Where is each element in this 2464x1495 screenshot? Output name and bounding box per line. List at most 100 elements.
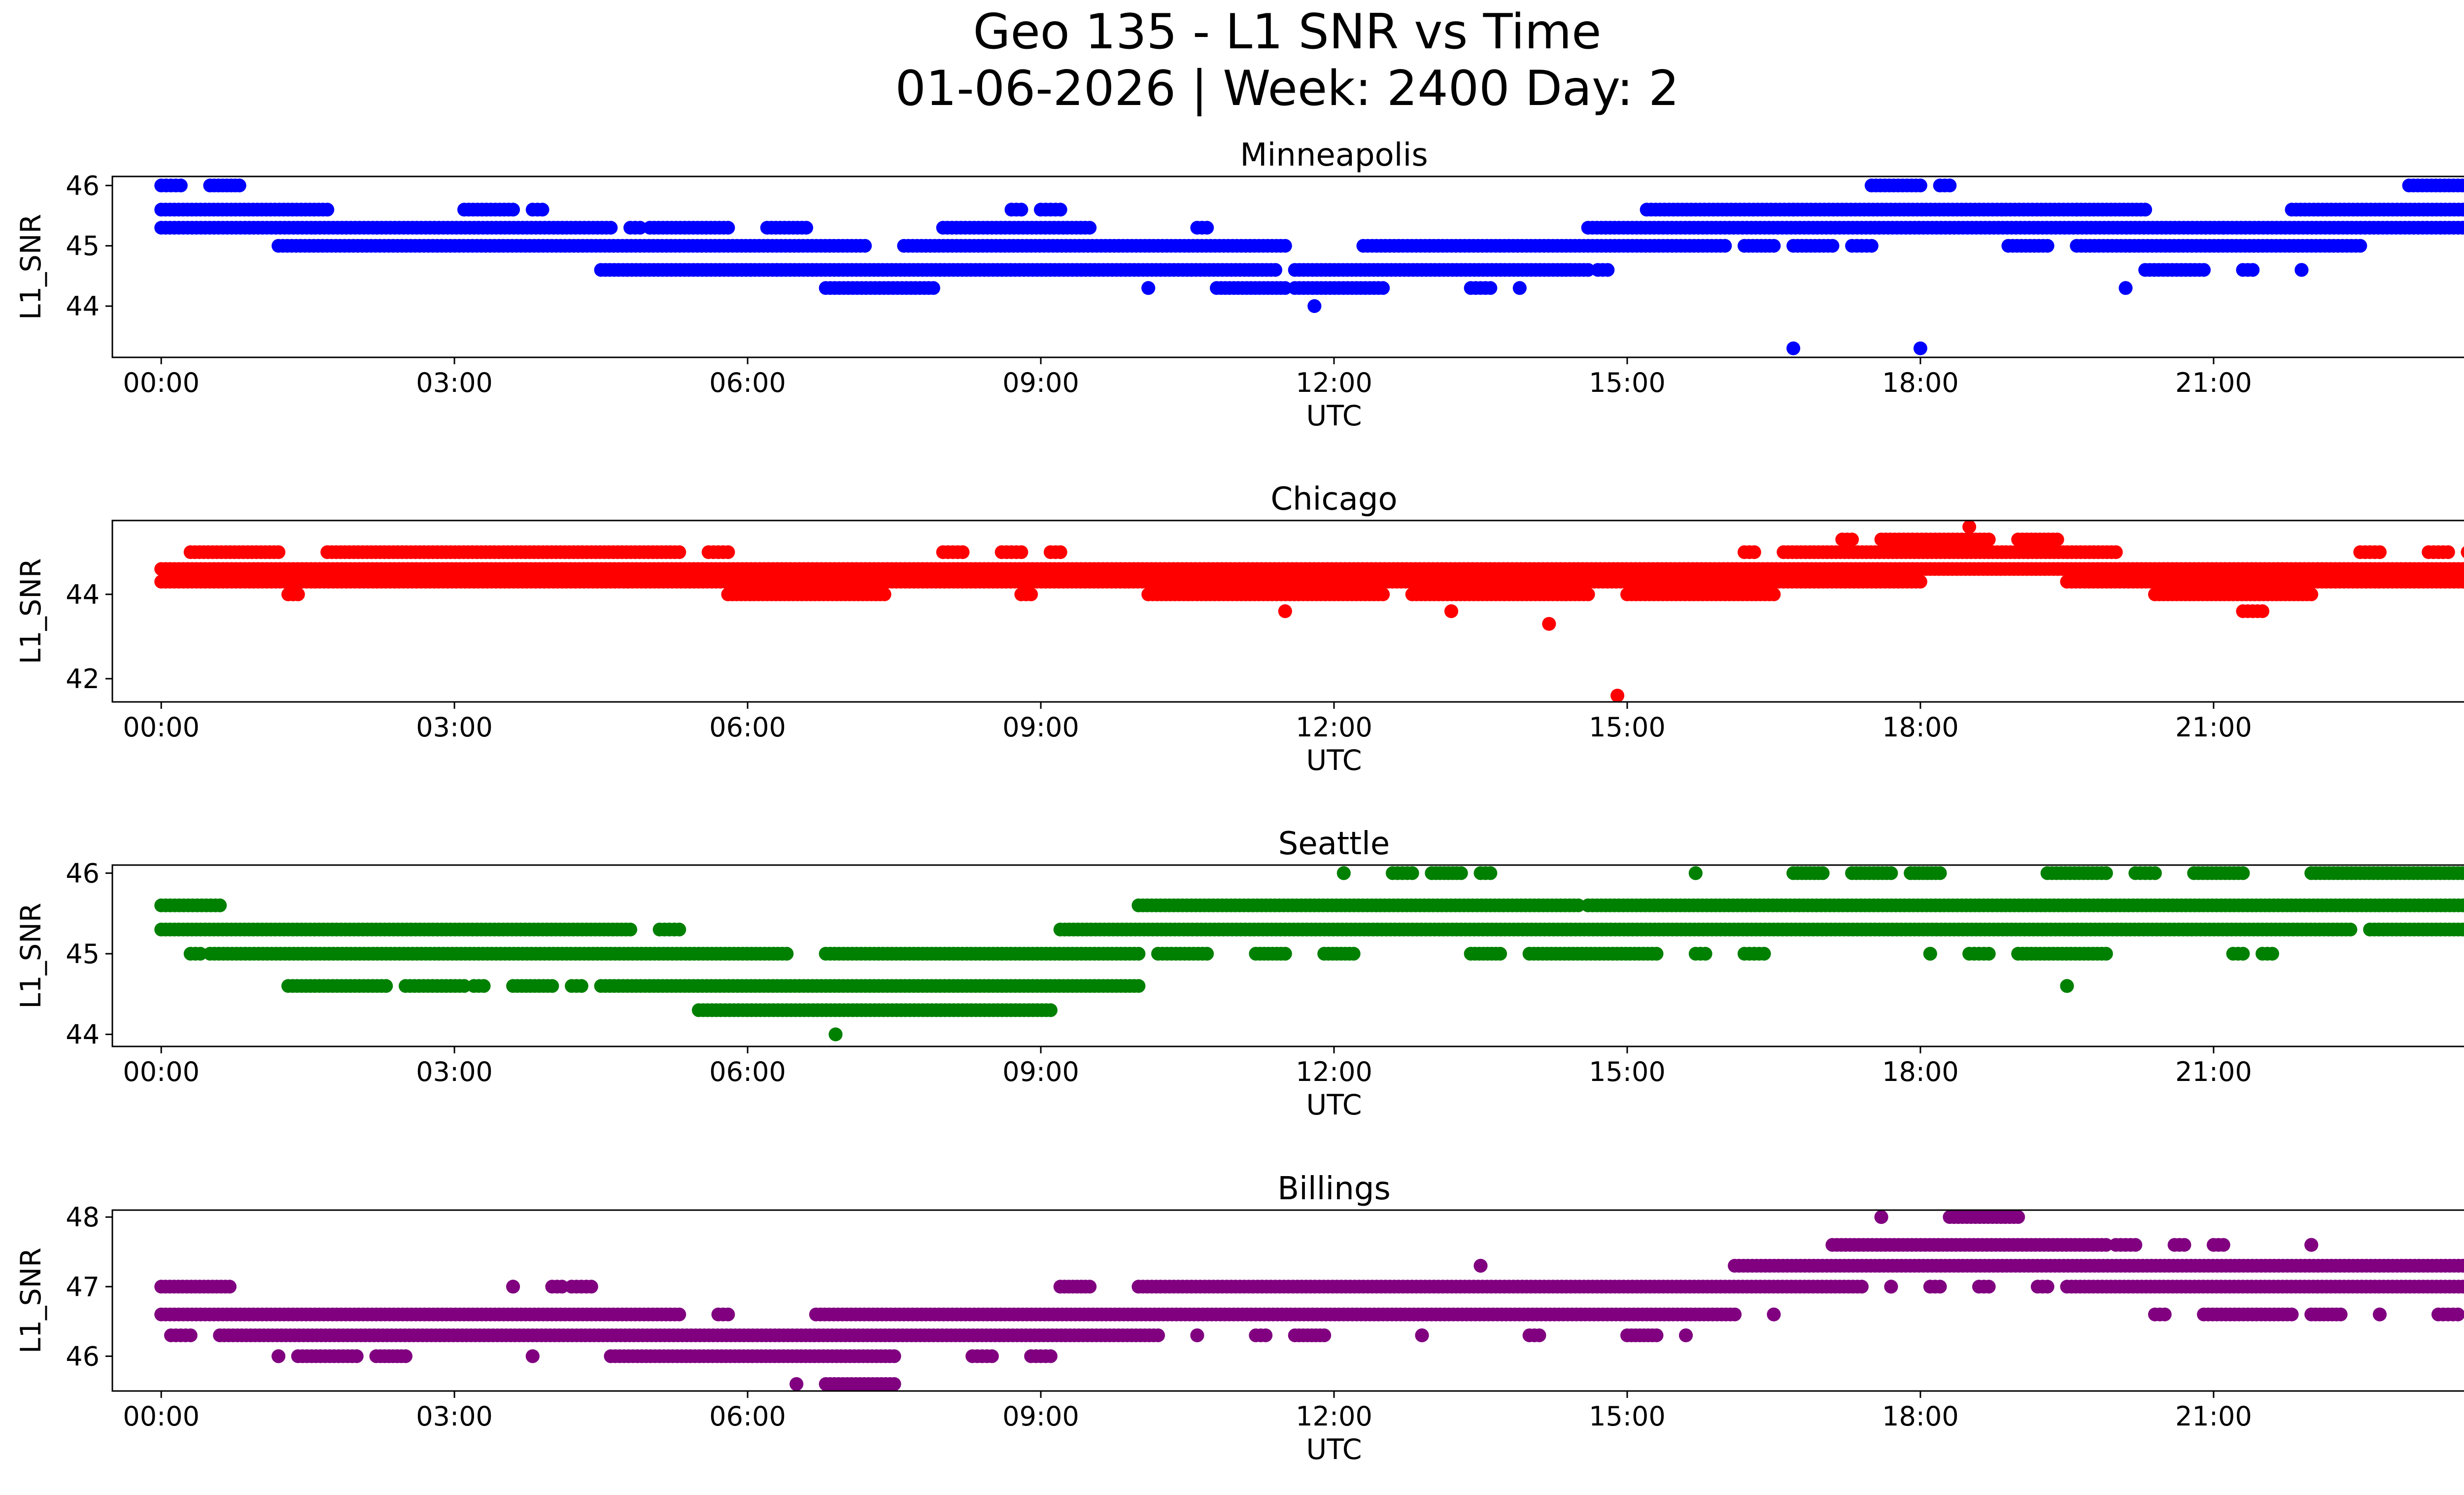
data-point bbox=[2099, 866, 2113, 880]
x-tick-label: 21:00 bbox=[2175, 712, 2252, 743]
data-point bbox=[2304, 1238, 2319, 1252]
data-point bbox=[574, 979, 588, 993]
data-point bbox=[1581, 587, 1595, 601]
series-points-seattle bbox=[154, 866, 2464, 1042]
x-tick-label: 03:00 bbox=[416, 712, 493, 743]
data-point bbox=[1200, 221, 1214, 235]
x-axis-label: UTC bbox=[1306, 400, 1362, 432]
data-point bbox=[1982, 946, 1996, 961]
data-point bbox=[2099, 946, 2113, 961]
data-point bbox=[2128, 1238, 2143, 1252]
data-point bbox=[232, 178, 246, 193]
data-point bbox=[2236, 946, 2250, 961]
x-tick-label: 06:00 bbox=[709, 1056, 786, 1087]
y-tick-label: 44 bbox=[66, 1019, 100, 1050]
panel-billings: 00:00 03:00 06:00 09:00 12:00 15:00 18:00 21:00… bbox=[15, 1171, 2464, 1466]
data-point bbox=[1405, 866, 1419, 880]
y-axis-label: L1_SNR bbox=[15, 903, 47, 1009]
figure-title-line2: 01-06-2026 | Week: 2400 Day: 2 bbox=[895, 61, 1679, 117]
x-tick-label: 03:00 bbox=[416, 1056, 493, 1087]
data-point bbox=[1024, 587, 1038, 601]
data-point bbox=[1962, 520, 1977, 534]
data-point bbox=[1483, 281, 1498, 295]
data-point bbox=[2148, 866, 2162, 880]
data-point bbox=[2040, 1280, 2054, 1294]
data-point bbox=[1982, 532, 1996, 547]
data-point bbox=[1493, 946, 1507, 961]
data-point bbox=[1825, 239, 1840, 253]
data-point bbox=[2441, 545, 2455, 559]
data-point bbox=[1982, 1280, 1996, 1294]
data-point bbox=[1854, 1280, 1869, 1294]
data-point bbox=[2343, 922, 2358, 937]
data-point bbox=[2461, 546, 2464, 558]
y-tick-label: 45 bbox=[66, 939, 100, 970]
data-point bbox=[2109, 545, 2123, 559]
x-tick-label: 00:00 bbox=[123, 1056, 200, 1087]
data-point bbox=[1131, 979, 1146, 993]
x-axis-label: UTC bbox=[1306, 1089, 1362, 1121]
data-point bbox=[1874, 1210, 1888, 1224]
data-point bbox=[1786, 341, 1801, 355]
data-point bbox=[2246, 263, 2260, 277]
data-point bbox=[1943, 178, 1957, 193]
data-point bbox=[2256, 604, 2269, 618]
x-axis-minneapolis: 00:00 03:00 06:00 09:00 12:00 15:00 18:00 21:00… bbox=[123, 357, 2252, 432]
x-tick-label: 18:00 bbox=[1882, 712, 1959, 743]
data-point bbox=[2197, 263, 2211, 277]
series-points-chicago bbox=[154, 520, 2464, 703]
data-point bbox=[1767, 239, 1781, 253]
data-point bbox=[1200, 946, 1214, 961]
x-tick-label: 12:00 bbox=[1296, 712, 1372, 743]
data-point bbox=[1913, 178, 1927, 193]
data-point bbox=[1483, 866, 1498, 880]
panel-title: Chicago bbox=[1270, 481, 1397, 518]
x-tick-label: 09:00 bbox=[1002, 1056, 1079, 1087]
data-point bbox=[2138, 203, 2153, 217]
data-point bbox=[2119, 281, 2133, 295]
y-tick-label: 44 bbox=[66, 291, 100, 322]
data-point bbox=[877, 587, 891, 601]
data-point bbox=[1053, 203, 1067, 217]
data-point bbox=[799, 221, 814, 235]
data-point bbox=[1307, 299, 1322, 313]
data-point bbox=[1268, 263, 1282, 277]
data-point bbox=[1747, 545, 1761, 559]
panel-title: Seattle bbox=[1278, 826, 1390, 862]
data-point bbox=[1884, 866, 1898, 880]
data-point bbox=[2304, 587, 2319, 601]
y-axis-label: L1_SNR bbox=[15, 558, 47, 664]
data-point bbox=[1454, 866, 1468, 880]
data-point bbox=[926, 281, 940, 295]
data-point bbox=[1913, 341, 1927, 355]
data-point bbox=[623, 922, 638, 937]
data-point bbox=[2460, 179, 2464, 192]
data-point bbox=[545, 979, 559, 993]
data-point bbox=[1336, 866, 1351, 880]
series-points-minneapolis bbox=[154, 178, 2464, 355]
x-tick-label: 06:00 bbox=[709, 367, 786, 398]
data-point bbox=[1933, 866, 1947, 880]
x-tick-label: 21:00 bbox=[2175, 1056, 2252, 1087]
data-point bbox=[1767, 587, 1781, 601]
data-point bbox=[1688, 866, 1703, 880]
y-tick-label: 46 bbox=[66, 858, 100, 889]
data-point bbox=[2040, 239, 2054, 253]
data-point bbox=[506, 1280, 520, 1294]
data-point bbox=[2353, 239, 2367, 253]
data-point bbox=[721, 545, 735, 559]
data-point bbox=[2060, 979, 2074, 993]
data-point bbox=[1884, 1280, 1898, 1294]
data-point bbox=[1757, 946, 1771, 961]
x-tick-label: 15:00 bbox=[1589, 712, 1666, 743]
data-point bbox=[1698, 946, 1712, 961]
data-point bbox=[721, 221, 735, 235]
x-axis-label: UTC bbox=[1306, 744, 1362, 777]
data-point bbox=[2050, 532, 2064, 547]
data-point bbox=[1923, 946, 1937, 961]
data-point bbox=[858, 239, 872, 253]
y-axis-label: L1_SNR bbox=[15, 214, 47, 320]
data-point bbox=[2216, 1238, 2230, 1252]
